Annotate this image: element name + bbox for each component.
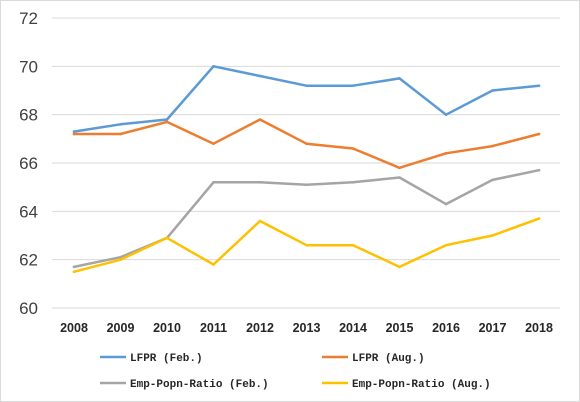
legend-label: LFPR (Feb.) [130,353,203,365]
legend: LFPR (Feb.) LFPR (Aug.) Emp-Popn-Ratio (Fe… [100,353,491,391]
y-tick-label: 72 [19,9,38,28]
data-point [305,243,308,247]
data-point [119,132,122,136]
data-point [444,243,448,247]
y-tick-label: 60 [19,299,38,318]
data-point [351,84,355,87]
series-2 [72,118,541,170]
legend-label: Emp-Popn-Ratio (Aug.) [352,379,491,391]
series-1 [72,65,541,133]
data-point [491,178,494,182]
data-point [351,181,355,184]
data-point [537,84,541,87]
data-point [398,77,401,80]
legend-label: LFPR (Aug.) [352,353,425,365]
data-point [212,181,215,184]
data-point [165,236,169,240]
x-tick-label: 2017 [479,321,507,335]
x-tick-label: 2014 [339,321,367,335]
data-point [398,166,401,170]
data-point [212,263,215,266]
gridlines [52,17,560,309]
data-point [398,176,401,179]
data-point [258,74,262,78]
data-point [444,113,448,116]
y-axis-ticks: 60 62 64 66 68 70 72 [19,9,38,318]
x-tick-label: 2015 [386,321,414,335]
x-tick-label: 2013 [293,321,321,335]
y-tick-label: 70 [19,57,38,76]
data-point [537,217,541,220]
data-point [72,132,76,136]
data-point [398,265,401,269]
legend-item: LFPR (Feb.) [100,353,203,365]
data-point [537,132,541,136]
data-point [212,65,215,68]
y-tick-label: 64 [19,202,38,221]
series-4 [72,217,541,274]
data-point [305,183,308,187]
x-tick-label: 2011 [200,321,227,335]
x-tick-label: 2010 [153,321,181,335]
x-tick-label: 2008 [60,321,88,335]
data-point [537,168,541,172]
y-tick-label: 62 [19,251,38,270]
x-tick-label: 2009 [107,321,135,335]
data-point [119,258,122,261]
data-point [258,118,262,121]
x-tick-label: 2018 [525,321,553,335]
data-point [444,202,448,206]
data-point [491,234,494,237]
legend-item: LFPR (Aug.) [322,353,425,365]
data-point [72,265,76,269]
y-tick-label: 66 [19,154,38,173]
legend-item: Emp-Popn-Ratio (Aug.) [322,379,491,391]
data-point [258,181,262,184]
data-point [305,84,308,87]
x-axis-ticks: 2008 2009 2010 2011 2012 2013 2014 2015 2016 2017… [60,321,553,335]
data-point [165,120,169,124]
series-line [72,65,541,133]
y-tick-label: 68 [19,106,38,125]
data-point [491,89,494,92]
data-point [165,118,169,121]
data-point [212,142,215,145]
data-point [491,144,494,148]
x-tick-label: 2016 [432,321,460,335]
data-point [72,270,76,274]
legend-label: Emp-Popn-Ratio (Feb.) [130,379,269,391]
x-tick-label: 2012 [246,321,274,335]
data-point [305,142,308,145]
series-3 [72,168,541,269]
data-point [119,123,122,126]
data-point [351,147,355,150]
data-point [444,152,448,155]
data-point [351,243,355,247]
data-point [72,130,76,133]
legend-item: Emp-Popn-Ratio (Feb.) [100,379,269,391]
data-point [119,255,122,259]
series-lines [72,65,541,274]
data-point [258,219,262,223]
